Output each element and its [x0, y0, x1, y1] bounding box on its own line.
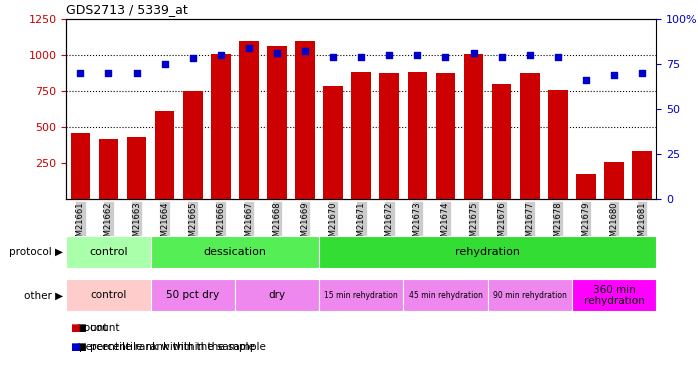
Text: ■: ■ — [70, 342, 80, 352]
Bar — [151, 279, 235, 311]
Bar — [155, 111, 174, 199]
Bar — [295, 41, 315, 199]
Text: 90 min rehydration: 90 min rehydration — [493, 291, 567, 300]
Text: 15 min rehydration: 15 min rehydration — [325, 291, 398, 300]
Bar — [235, 279, 319, 311]
Text: 360 min
rehydration: 360 min rehydration — [584, 285, 644, 306]
Bar — [520, 73, 540, 199]
Bar — [408, 72, 427, 199]
Point — [187, 56, 198, 62]
Point — [496, 54, 507, 60]
Bar — [572, 279, 656, 311]
Text: count: count — [79, 323, 108, 333]
Text: ■ percentile rank within the sample: ■ percentile rank within the sample — [77, 342, 266, 352]
Bar — [436, 74, 455, 199]
Text: 45 min rehydration: 45 min rehydration — [408, 291, 482, 300]
Bar — [319, 236, 656, 268]
Bar — [267, 46, 287, 199]
Text: ■ count: ■ count — [77, 323, 119, 333]
Point — [580, 77, 591, 83]
Bar — [548, 90, 567, 199]
Point — [159, 61, 170, 67]
Text: ■: ■ — [70, 323, 80, 333]
Bar — [351, 72, 371, 199]
Point — [412, 52, 423, 58]
Text: GDS2713 / 5339_at: GDS2713 / 5339_at — [66, 3, 188, 16]
Point — [272, 50, 283, 56]
Bar — [66, 236, 151, 268]
Bar — [183, 92, 202, 199]
Bar — [319, 279, 403, 311]
Bar — [380, 74, 399, 199]
Bar — [463, 54, 484, 199]
Bar — [70, 132, 90, 199]
Text: 50 pct dry: 50 pct dry — [166, 290, 219, 300]
Text: other ▶: other ▶ — [24, 291, 63, 300]
Point — [215, 52, 226, 58]
Bar — [492, 84, 512, 199]
Bar — [323, 86, 343, 199]
Text: control: control — [90, 290, 126, 300]
Text: dessication: dessication — [203, 247, 267, 257]
Point — [103, 70, 114, 76]
Bar — [127, 137, 147, 199]
Point — [244, 45, 255, 51]
Bar — [211, 54, 230, 199]
Point — [299, 48, 311, 54]
Text: control: control — [89, 247, 128, 257]
Point — [131, 70, 142, 76]
Point — [75, 70, 86, 76]
Point — [440, 54, 451, 60]
Point — [524, 52, 535, 58]
Point — [384, 52, 395, 58]
Bar — [239, 41, 259, 199]
Point — [327, 54, 339, 60]
Text: rehydration: rehydration — [455, 247, 520, 257]
Text: percentile rank within the sample: percentile rank within the sample — [79, 342, 255, 352]
Point — [609, 72, 620, 78]
Bar — [488, 279, 572, 311]
Bar — [403, 279, 488, 311]
Bar — [151, 236, 319, 268]
Point — [468, 50, 479, 56]
Bar — [632, 151, 652, 199]
Point — [637, 70, 648, 76]
Text: protocol ▶: protocol ▶ — [9, 248, 63, 257]
Point — [552, 54, 563, 60]
Bar — [604, 162, 624, 199]
Text: dry: dry — [269, 290, 285, 300]
Bar — [576, 174, 595, 199]
Bar — [66, 279, 151, 311]
Bar — [98, 139, 118, 199]
Point — [355, 54, 367, 60]
